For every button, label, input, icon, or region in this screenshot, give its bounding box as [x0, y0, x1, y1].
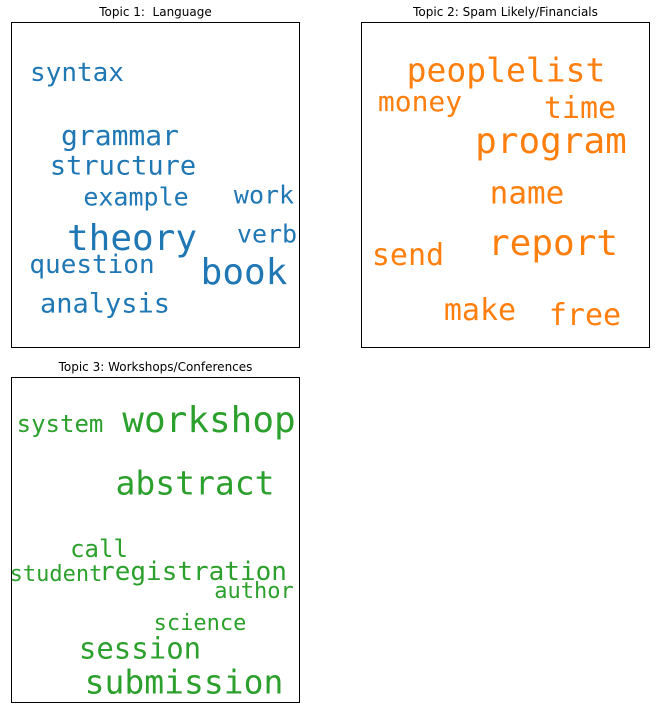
word-report: report	[487, 223, 619, 264]
topic-1-panel: Topic 1: Language syntax grammar structure…	[11, 5, 300, 348]
word-example: example	[83, 182, 189, 212]
topic-2-title: Topic 2: Spam Likely/Financials	[413, 5, 598, 19]
word-system: system	[16, 410, 104, 438]
word-time: time	[543, 91, 617, 126]
word-grammar: grammar	[60, 119, 180, 152]
word-session: session	[78, 631, 202, 666]
word-science: science	[153, 611, 247, 636]
word-registration: registration	[99, 557, 287, 587]
word-workshop: workshop	[122, 400, 296, 441]
word-author: author	[214, 579, 294, 604]
topic-2-panel: Topic 2: Spam Likely/Financials peopleli…	[361, 5, 650, 348]
word-make: make	[443, 293, 517, 328]
word-send: send	[371, 238, 445, 273]
topic-1-wordcloud: syntax grammar structure example work theory v…	[11, 22, 300, 348]
topic-2-wordcloud: peoplelist money time program name report send…	[361, 22, 650, 348]
word-verb: verb	[236, 219, 298, 249]
word-money: money	[377, 85, 463, 118]
word-name: name	[489, 175, 565, 212]
topic-3-title: Topic 3: Workshops/Conferences	[58, 360, 253, 374]
word-book: book	[200, 252, 288, 293]
word-abstract: abstract	[115, 463, 275, 503]
word-structure: structure	[49, 150, 197, 182]
word-free: free	[548, 298, 622, 333]
word-question: question	[29, 250, 155, 280]
topic-3-wordcloud: system workshop abstract call student registr…	[11, 377, 300, 703]
word-student: student	[11, 562, 103, 587]
word-analysis: analysis	[39, 288, 171, 320]
word-syntax: syntax	[30, 58, 124, 88]
word-call: call	[70, 535, 128, 563]
word-program: program	[475, 121, 627, 162]
word-work: work	[233, 180, 295, 210]
word-peoplelist: peoplelist	[406, 50, 606, 90]
topic-3-panel: Topic 3: Workshops/Conferences system wor…	[11, 360, 300, 703]
topic-1-title: Topic 1: Language	[99, 5, 212, 19]
word-submission: submission	[84, 662, 284, 702]
word-theory: theory	[66, 218, 198, 259]
